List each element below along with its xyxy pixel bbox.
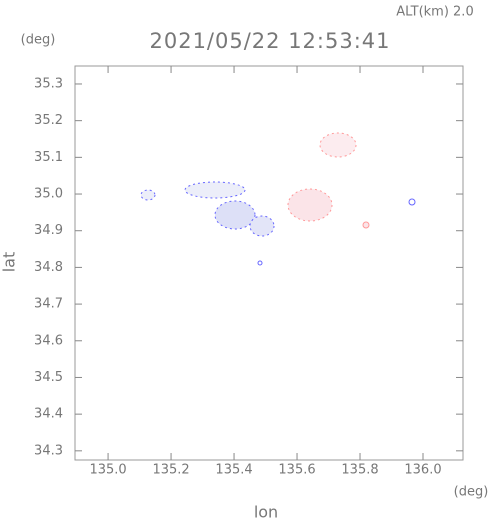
y-tick-label: 34.3 [34,443,63,458]
x-tick-label: 135.4 [215,463,252,478]
x-tick-label: 135.6 [278,463,315,478]
y-tick-label: 35.1 [34,150,63,165]
y-tick-label: 34.6 [34,333,63,348]
y-tick-label: 35.0 [34,187,63,202]
y-tick-label: 35.3 [34,76,63,91]
echo-areas [140,132,416,266]
x-axis-label: lon [254,503,278,521]
chart-title: 2021/05/22 12:53:41 [149,29,390,53]
y-tick-label: 34.5 [34,370,63,385]
y-axis-label: lat [0,252,19,273]
x-tick-label: 135.8 [341,463,378,478]
y-tick-label: 34.4 [34,407,63,422]
plot-frame [74,65,464,461]
y-tick-label: 34.7 [34,297,63,312]
x-tick-label: 135.0 [89,463,126,478]
y-tick-label: 34.9 [34,223,63,238]
x-tick-label: 136.0 [404,463,441,478]
y-tick-label: 34.8 [34,260,63,275]
x-unit: (deg) [454,485,489,500]
x-tick-label: 135.2 [152,463,189,478]
annotation: ALT(km) 2.0 [396,5,473,20]
y-unit: (deg) [21,33,56,48]
y-tick-label: 35.2 [34,113,63,128]
